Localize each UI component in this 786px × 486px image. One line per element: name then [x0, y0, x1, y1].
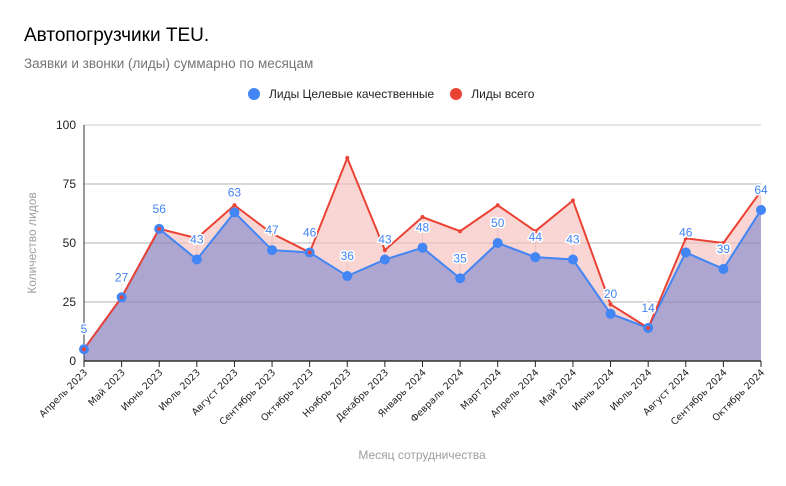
point-total [721, 241, 726, 245]
data-label-qualified: 14 [641, 301, 655, 315]
point-qualified [267, 245, 278, 256]
data-label-qualified: 56 [153, 202, 167, 216]
point-total [495, 203, 500, 208]
point-total [194, 236, 199, 241]
data-label-qualified: 43 [378, 233, 392, 247]
point-qualified [492, 238, 503, 248]
data-labels: 5 27 56 43 63 47 46 36 43 48 35 50 44 43 20 14 46 39 64 [79, 181, 769, 337]
data-label-qualified: 27 [115, 270, 129, 284]
area-qualified [84, 209, 761, 361]
point-total [345, 156, 350, 161]
chart-title: Автопогрузчики TEU. [24, 25, 210, 46]
point-total [382, 248, 387, 253]
y-tick-label-0: 0 [69, 354, 76, 368]
point-qualified [605, 308, 616, 319]
x-tick-label: Апрель 2023 [37, 367, 90, 420]
point-total [270, 231, 275, 236]
point-qualified [680, 247, 691, 258]
legend-marker-qualified-icon [248, 88, 260, 100]
data-label-qualified: 50 [491, 216, 505, 230]
point-qualified [567, 254, 578, 265]
point-qualified [191, 254, 202, 265]
point-qualified [455, 273, 466, 284]
data-label-qualified: 44 [529, 230, 543, 244]
y-tick-label-50: 50 [63, 236, 77, 250]
point-total [420, 215, 425, 220]
data-label-qualified: 64 [754, 183, 768, 197]
point-total [608, 302, 613, 307]
point-qualified [379, 254, 390, 265]
point-total [307, 250, 312, 255]
data-label-qualified: 47 [265, 223, 279, 237]
point-total [533, 229, 538, 234]
point-total [82, 347, 86, 352]
point-total [232, 203, 237, 208]
point-total [458, 229, 463, 234]
point-total [157, 226, 162, 231]
data-label-qualified: 35 [453, 251, 467, 265]
legend-marker-total-icon [450, 88, 463, 100]
data-label-qualified: 43 [190, 233, 204, 247]
chart-subtitle: Заявки и звонки (лиды) суммарно по месяц… [24, 56, 314, 71]
y-tick-label-25: 25 [63, 295, 77, 309]
data-label-qualified: 36 [341, 249, 355, 263]
point-qualified [756, 204, 766, 215]
legend-label-total: Лиды всего [471, 87, 535, 101]
x-axis-title: Месяц сотрудничества [358, 448, 486, 462]
point-total [119, 295, 124, 300]
y-tick-label-100: 100 [56, 118, 76, 132]
point-qualified [417, 242, 428, 253]
series-points [79, 156, 766, 355]
legend: Лиды Целевые качественные Лиды всего [248, 87, 550, 101]
data-label-qualified: 43 [566, 233, 580, 247]
legend-item-qualified[interactable]: Лиды Целевые качественные [248, 87, 434, 101]
data-label-qualified: 5 [81, 322, 88, 336]
y-tick-label-75: 75 [63, 177, 77, 191]
legend-label-qualified: Лиды Целевые качественные [269, 87, 435, 101]
y-axis-title: Количество лидов [25, 192, 39, 294]
point-total [759, 189, 763, 194]
data-label-qualified: 46 [303, 225, 317, 239]
data-label-qualified: 20 [604, 287, 618, 301]
data-label-qualified: 46 [679, 225, 693, 239]
point-qualified [530, 252, 541, 263]
point-total [646, 325, 651, 330]
data-label-qualified: 48 [416, 221, 430, 235]
point-qualified [229, 207, 240, 218]
point-qualified [342, 271, 353, 282]
point-total [570, 198, 575, 203]
legend-item-total[interactable]: Лиды всего [450, 87, 534, 101]
data-label-qualified: 39 [717, 242, 731, 256]
point-total [683, 236, 688, 241]
point-qualified [718, 263, 729, 274]
series-areas [83, 158, 762, 361]
data-label-qualified: 63 [228, 185, 242, 199]
